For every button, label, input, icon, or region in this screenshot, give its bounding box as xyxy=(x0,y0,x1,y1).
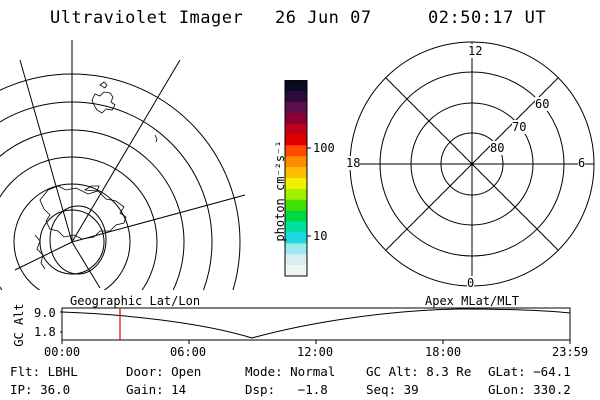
meridian-line xyxy=(14,241,73,271)
colorbar-tick-100: 100 xyxy=(313,141,335,155)
meridian-line xyxy=(71,59,181,243)
meridian-line xyxy=(71,194,246,243)
colorbar-block xyxy=(285,167,307,179)
altitude-strip-plot xyxy=(60,307,571,344)
colorbar-block xyxy=(285,101,307,114)
mlt-label-6: 6 xyxy=(578,156,586,170)
mlat-label-70: 70 xyxy=(512,120,527,134)
colorbar-unit-label: photon cm⁻²s⁻¹ xyxy=(273,140,287,242)
strip-left-label: Geographic Lat/Lon xyxy=(70,294,201,308)
status-ip: IP: 36.0 xyxy=(10,382,71,397)
altitude-curve xyxy=(61,308,571,339)
strip-axis-title: GC Alt xyxy=(12,303,26,347)
colorbar-block xyxy=(285,210,307,223)
strip-ytick-low: 1.8 xyxy=(34,325,56,339)
mlt-label-12: 12 xyxy=(468,44,483,58)
strip-xtick-0600: 06:00 xyxy=(170,345,207,359)
status-mode: Mode: Normal xyxy=(245,364,336,379)
strip-xtick-1800: 18:00 xyxy=(425,345,462,359)
mlat-label-80: 80 xyxy=(490,141,505,155)
colorbar xyxy=(284,80,311,277)
geographic-map xyxy=(0,40,246,290)
status-glat: GLat: −64.1 xyxy=(488,364,571,379)
pole-oval xyxy=(49,205,107,275)
colorbar-block xyxy=(285,178,307,190)
strip-right-label: Apex MLat/MLT xyxy=(425,294,519,308)
strip-ytick-high: 9.0 xyxy=(34,306,56,320)
lat-circle-map xyxy=(0,156,158,290)
status-door: Door: Open xyxy=(126,364,202,379)
colorbar-block xyxy=(285,199,307,212)
status-dsp: Dsp: −1.8 xyxy=(245,382,328,397)
status-gc-alt: GC Alt: 8.3 Re xyxy=(366,364,472,379)
status-filter: Flt: LBHL xyxy=(10,364,78,379)
colorbar-block xyxy=(285,80,307,92)
mlt-label-18: 18 xyxy=(346,156,361,170)
meridian-line xyxy=(71,241,101,289)
mlt-label-0: 0 xyxy=(467,276,475,290)
colorbar-tick-10: 10 xyxy=(313,229,328,243)
coastline xyxy=(34,81,158,270)
polar-plot xyxy=(349,41,595,287)
date-label: 26 Jun 07 xyxy=(275,8,372,28)
colorbar-block xyxy=(285,232,307,244)
status-glon: GLon: 330.2 xyxy=(488,382,571,397)
colorbar-block xyxy=(285,188,307,201)
colorbar-block xyxy=(285,123,307,135)
status-seq: Seq: 39 xyxy=(366,382,419,397)
status-gain: Gain: 14 xyxy=(126,382,187,397)
strip-xtick-1200: 12:00 xyxy=(297,345,334,359)
strip-xtick-0000: 00:00 xyxy=(44,345,81,359)
colorbar-block xyxy=(285,90,307,103)
colorbar-block xyxy=(285,134,307,146)
polar-diagonal xyxy=(385,77,559,251)
colorbar-block xyxy=(285,112,307,125)
colorbar-block xyxy=(285,254,307,266)
mlat-label-60: 60 xyxy=(535,97,550,111)
colorbar-block xyxy=(285,221,307,233)
colorbar-block xyxy=(285,156,307,168)
colorbar-block xyxy=(285,243,307,255)
meridian-line xyxy=(19,59,73,243)
strip-xtick-2359: 23:59 xyxy=(552,345,589,359)
instrument-title: Ultraviolet Imager xyxy=(50,8,244,28)
time-label: 02:50:17 UT xyxy=(428,8,547,28)
colorbar-block xyxy=(285,145,307,157)
colorbar-block xyxy=(285,265,307,277)
